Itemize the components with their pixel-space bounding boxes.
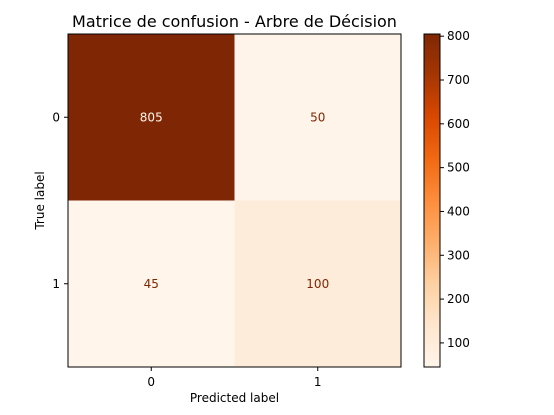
heatmap-cell-value: 805	[140, 110, 163, 124]
y-axis-ticks: 01	[52, 110, 68, 291]
colorbar-ticks: 100 200 300 400 500 600 700 800	[440, 29, 470, 350]
y-tick-label: 1	[52, 277, 60, 291]
colorbar-tick-label: 600	[447, 117, 470, 131]
colorbar: 100 200 300 400 500 600 700 800	[424, 29, 470, 367]
y-tick-label: 0	[52, 110, 60, 124]
colorbar-gradient	[424, 34, 440, 367]
colorbar-tick-label: 300	[447, 248, 470, 262]
chart-title: Matrice de confusion - Arbre de Décision	[72, 12, 397, 31]
heatmap-cell-value: 45	[144, 277, 159, 291]
x-tick-label: 0	[147, 375, 155, 389]
colorbar-tick-label: 800	[447, 29, 470, 43]
colorbar-tick-label: 100	[447, 336, 470, 350]
colorbar-tick-label: 200	[447, 292, 470, 306]
heatmap-cells	[68, 34, 401, 367]
colorbar-tick-label: 500	[447, 161, 470, 175]
colorbar-tick-label: 700	[447, 73, 470, 87]
colorbar-tick-label: 400	[447, 204, 470, 218]
x-tick-label: 1	[314, 375, 322, 389]
heatmap-cell-value: 100	[306, 277, 329, 291]
heatmap-cell-value: 50	[310, 110, 325, 124]
y-axis-label: True label	[33, 171, 47, 230]
x-axis-label: Predicted label	[190, 391, 279, 405]
